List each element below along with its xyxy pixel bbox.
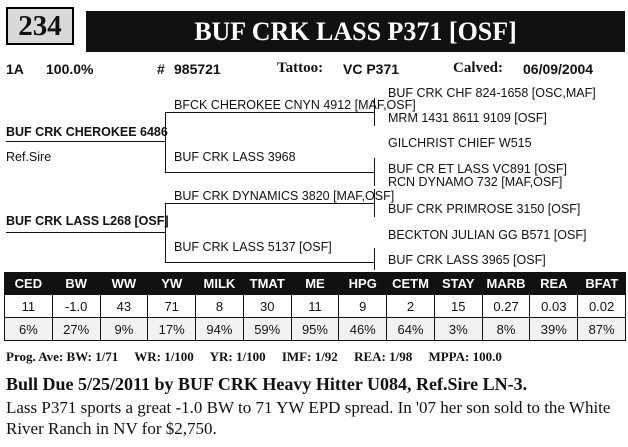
percent-value: 100.0%: [46, 61, 94, 77]
epd-header: HPG: [338, 272, 387, 295]
epd-percentile: 27%: [51, 317, 101, 341]
epd-header: CED: [4, 272, 53, 295]
epd-value: 0.27: [481, 294, 531, 318]
pedigree-sire-note: Ref.Sire: [6, 150, 52, 164]
progeny-averages: Prog. Ave: BW: 1/71 WR: 1/100 YR: 1/100 …: [6, 349, 502, 365]
epd-percentile: 9%: [99, 317, 149, 341]
epd-header: CETM: [386, 272, 435, 295]
progeny-wr-label: WR:: [134, 349, 161, 364]
epd-table: CED BW WW YW MILK TMAT ME HPG CETM STAY …: [4, 272, 626, 341]
progeny-rea-label: REA:: [354, 349, 386, 364]
epd-value: 30: [242, 294, 292, 318]
pedigree-ss-sire: BUF CRK CHF 824-1658 [OSC,MAF]: [388, 86, 596, 100]
epd-value: 8: [195, 294, 244, 318]
epd-value: 43: [99, 294, 149, 318]
epd-value: -1.0: [51, 294, 101, 318]
epd-header-row: CED BW WW YW MILK TMAT ME HPG CETM STAY …: [4, 272, 626, 295]
progeny-mppa: 100.0: [472, 349, 502, 364]
lot-number: 234: [6, 7, 74, 45]
epd-value: 9: [338, 294, 388, 318]
epd-header: WW: [99, 272, 148, 295]
progeny-wr: 1/100: [164, 349, 194, 364]
epd-header: MILK: [195, 272, 244, 295]
progeny-label: Prog. Ave:: [6, 349, 64, 364]
epd-percentile: 94%: [195, 317, 244, 341]
epd-header: YW: [147, 272, 196, 295]
calved-date: 06/09/2004: [523, 61, 594, 77]
epd-value: 71: [147, 294, 197, 318]
progeny-bw: 1/71: [95, 349, 119, 364]
epd-values-row: 11 -1.0 43 71 8 30 11 9 2 15 0.27 0.03 0…: [4, 294, 626, 318]
progeny-yr-label: YR:: [209, 349, 233, 364]
pedigree-sire: BUF CRK CHEROKEE 6486: [6, 125, 168, 139]
pedigree-dam-dam: BUF CRK LASS 5137 [OSF]: [174, 240, 332, 254]
pedigree-ds-dam: BUF CRK PRIMROSE 3150 [OSF]: [388, 202, 581, 216]
epd-percentile: 39%: [529, 317, 579, 341]
epd-value: 0.02: [577, 294, 626, 318]
epd-header: STAY: [433, 272, 483, 295]
progeny-bw-label: BW:: [66, 349, 92, 364]
progeny-imf-label: IMF:: [281, 349, 312, 364]
epd-value: 11: [290, 294, 340, 318]
pedigree-ss-dam: MRM 1431 8611 9109 [OSF]: [388, 111, 547, 125]
epd-percentile: 3%: [433, 317, 483, 341]
lot-description: Lass P371 sports a great -1.0 BW to 71 Y…: [6, 398, 611, 438]
progeny-rea: 1/98: [389, 349, 413, 364]
pedigree-sd-sire: GILCHRIST CHIEF W515: [388, 136, 532, 150]
tattoo-value: VC P371: [343, 61, 400, 77]
pedigree-dam: BUF CRK LASS L268 [OSF]: [6, 214, 169, 228]
breeding-headline: Bull Due 5/25/2011 by BUF CRK Heavy Hitt…: [6, 374, 528, 394]
animal-name-title: BUF CRK LASS P371 [OSF]: [86, 11, 625, 52]
tattoo-label: Tattoo:: [277, 60, 324, 76]
pedigree-sire-sire: BFCK CHEROKEE CNYN 4912 [MAF,OSF]: [174, 98, 416, 112]
epd-percentile: 17%: [147, 317, 197, 341]
epd-header: BW: [51, 272, 101, 295]
epd-percentile: 64%: [386, 317, 435, 341]
epd-header: BFAT: [577, 272, 626, 295]
epd-value: 11: [4, 294, 53, 318]
epd-header: MARB: [481, 272, 530, 295]
calved-label: Calved:: [453, 60, 503, 76]
epd-percentile: 95%: [290, 317, 340, 341]
pedigree-dam-sire: BUF CRK DYNAMICS 3820 [MAF,OSF]: [174, 189, 395, 203]
epd-value: 0.03: [529, 294, 579, 318]
epd-header: TMAT: [242, 272, 292, 295]
progeny-mppa-label: MPPA:: [428, 349, 470, 364]
epd-percentile: 87%: [577, 317, 626, 341]
pedigree-ds-sire: RCN DYNAMO 732 [MAF,OSF]: [388, 175, 563, 189]
progeny-imf: 1/92: [314, 349, 338, 364]
reg-number: 985721: [174, 61, 221, 77]
pedigree-dd-sire: BECKTON JULIAN GG B571 [OSF]: [388, 228, 587, 242]
epd-percentile: 6%: [4, 317, 53, 341]
epd-value: 2: [386, 294, 435, 318]
epd-header: ME: [290, 272, 339, 295]
progeny-yr: 1/100: [235, 349, 266, 364]
group-code: 1A: [6, 61, 24, 77]
pedigree-sire-dam: BUF CRK LASS 3968: [174, 150, 296, 164]
epd-percentile: 59%: [242, 317, 292, 341]
epd-percentile-row: 6% 27% 9% 17% 94% 59% 95% 46% 64% 3% 8% …: [4, 317, 626, 341]
reg-label: #: [157, 61, 165, 77]
epd-percentile: 46%: [338, 317, 388, 341]
pedigree-dd-dam: BUF CRK LASS 3965 [OSF]: [388, 253, 546, 267]
epd-header: REA: [529, 272, 578, 295]
epd-value: 15: [433, 294, 483, 318]
epd-percentile: 8%: [481, 317, 531, 341]
pedigree-sd-dam: BUF CR ET LASS VC891 [OSF]: [388, 162, 567, 176]
